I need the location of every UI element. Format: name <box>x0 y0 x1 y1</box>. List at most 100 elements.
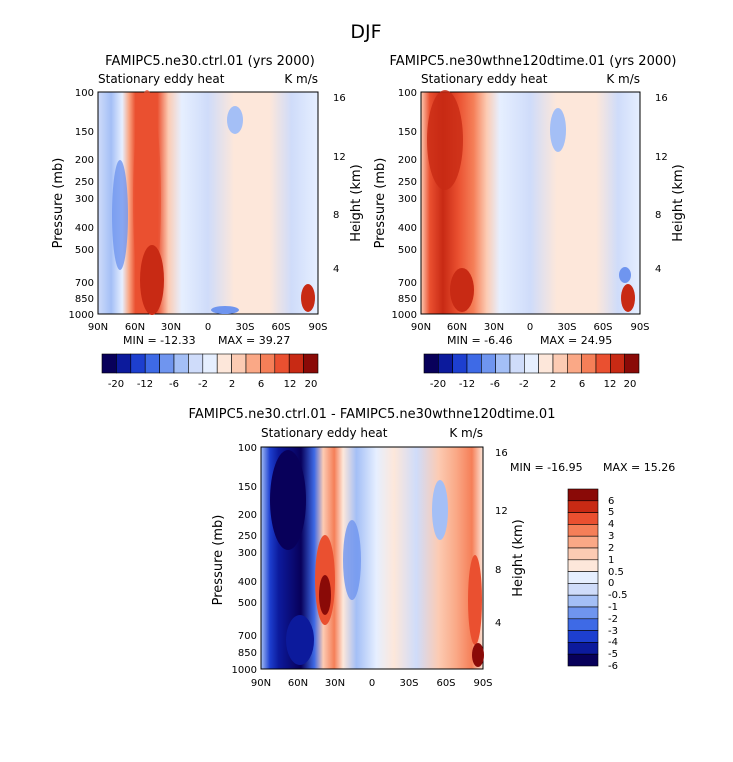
colorbar-swatch <box>624 353 640 374</box>
y-tick: 200 <box>398 155 417 166</box>
colorbar-swatch <box>438 353 453 374</box>
colorbar-swatch <box>567 606 599 620</box>
y-tick: 400 <box>398 223 417 234</box>
y-tick-right: 12 <box>655 152 668 163</box>
max-label: MAX = 24.95 <box>540 334 612 347</box>
colorbar-label: 6 <box>258 379 264 390</box>
colorbar-swatch <box>260 353 276 374</box>
y-tick: 100 <box>75 88 94 99</box>
panel-ctrl: FAMIPC5.ne30.ctrl.01 (yrs 2000) Stationa… <box>51 54 364 390</box>
x-tick: 30N <box>325 678 345 689</box>
y-ticks-right: 16 12 8 4 <box>655 93 668 275</box>
colorbar-label: 1 <box>608 555 614 566</box>
colorbar-label: 6 <box>579 379 585 390</box>
y-tick: 850 <box>398 294 417 305</box>
colorbar-label: 20 <box>305 379 318 390</box>
y-tick: 150 <box>75 127 94 138</box>
x-tick: 30S <box>235 322 254 333</box>
y-tick: 700 <box>75 278 94 289</box>
panel-subtitle-right: K m/s <box>284 72 318 86</box>
panel-title: FAMIPC5.ne30wthne120dtime.01 (yrs 2000) <box>390 54 677 69</box>
y-tick-right: 16 <box>655 93 668 104</box>
colorbar-swatch <box>509 353 525 374</box>
y-tick: 700 <box>398 278 417 289</box>
colorbar-swatch <box>466 353 482 374</box>
colorbar-swatch <box>567 535 599 549</box>
colorbar: -20 -12 -6 -2 2 6 12 20 <box>101 353 319 390</box>
min-label: MIN = -6.46 <box>447 334 513 347</box>
colorbar-swatch <box>567 571 599 584</box>
y-ticks: 100 150 200 250 300 400 500 700 850 1000 <box>69 88 94 321</box>
y-axis-label-right: Height (km) <box>349 164 364 241</box>
plot-area <box>420 90 641 315</box>
colorbar-swatch <box>567 618 599 631</box>
colorbar-label: 2 <box>550 379 556 390</box>
colorbar-swatch <box>567 547 599 561</box>
y-tick: 850 <box>75 294 94 305</box>
panel-subtitle-right: K m/s <box>449 426 483 440</box>
y-ticks-right: 16 12 8 4 <box>495 448 508 629</box>
colorbar-swatch <box>130 353 146 374</box>
colorbar-swatch <box>423 353 439 374</box>
y-tick-right: 4 <box>655 264 661 275</box>
colorbar-label: -6 <box>490 379 500 390</box>
y-tick: 100 <box>238 443 257 454</box>
y-tick-right: 4 <box>333 264 339 275</box>
y-tick: 500 <box>398 245 417 256</box>
colorbar-label: 0 <box>608 578 614 589</box>
y-tick: 400 <box>75 223 94 234</box>
colorbar-swatch <box>159 353 175 374</box>
colorbar-label: 3 <box>608 531 614 542</box>
y-tick: 150 <box>398 127 417 138</box>
colorbar-swatch <box>567 583 599 596</box>
x-tick: 90S <box>308 322 327 333</box>
colorbar-swatch <box>231 353 247 374</box>
colorbar-swatch <box>595 353 611 374</box>
colorbar-label: -5 <box>608 649 618 660</box>
page-title: DJF <box>350 21 381 43</box>
colorbar: -20 -12 -6 -2 2 6 12 20 <box>423 353 640 390</box>
min-label: MIN = -12.33 <box>123 334 196 347</box>
y-tick: 1000 <box>392 310 417 321</box>
colorbar-swatch <box>245 353 261 374</box>
colorbar-swatch <box>567 653 599 667</box>
x-tick: 30S <box>557 322 576 333</box>
panel-subtitle-left: Stationary eddy heat <box>421 72 548 86</box>
colorbar: 6 5 4 3 2 1 0.5 0 -0.5 -1 -2 -3 -4 -5 -6 <box>567 488 628 672</box>
panel-title: FAMIPC5.ne30.ctrl.01 - FAMIPC5.ne30wthne… <box>189 407 556 422</box>
colorbar-label: -4 <box>608 637 618 648</box>
colorbar-label: 4 <box>608 519 614 530</box>
max-label: MAX = 15.26 <box>603 461 675 474</box>
y-tick: 250 <box>75 177 94 188</box>
colorbar-label: -12 <box>459 379 475 390</box>
y-axis-label: Pressure (mb) <box>51 158 66 249</box>
y-tick-right: 8 <box>495 565 501 576</box>
colorbar-label: 0.5 <box>608 567 624 578</box>
y-tick-right: 16 <box>495 448 508 459</box>
x-ticks: 90N 60N 30N 0 30S 60S 90S <box>411 322 650 333</box>
x-tick: 90N <box>251 678 271 689</box>
colorbar-swatch <box>567 630 599 643</box>
colorbar-swatch <box>101 353 117 374</box>
colorbar-swatch <box>567 353 582 374</box>
colorbar-label: -20 <box>108 379 124 390</box>
y-tick: 200 <box>75 155 94 166</box>
colorbar-swatch <box>567 559 599 572</box>
y-ticks-right: 16 12 8 4 <box>333 93 346 275</box>
y-tick-right: 12 <box>495 506 508 517</box>
x-tick: 0 <box>205 322 211 333</box>
colorbar-swatch <box>567 594 599 608</box>
x-tick: 90S <box>473 678 492 689</box>
y-tick-right: 8 <box>655 210 661 221</box>
y-tick-right: 4 <box>495 618 501 629</box>
colorbar-swatch <box>481 353 496 374</box>
y-axis-label: Pressure (mb) <box>373 158 388 249</box>
x-tick: 60S <box>436 678 455 689</box>
colorbar-label: -1 <box>608 602 618 613</box>
x-tick: 0 <box>369 678 375 689</box>
colorbar-swatch <box>567 642 599 655</box>
x-tick: 90S <box>630 322 649 333</box>
colorbar-label: 12 <box>604 379 617 390</box>
colorbar-swatch <box>610 353 625 374</box>
colorbar-swatch <box>303 353 319 374</box>
